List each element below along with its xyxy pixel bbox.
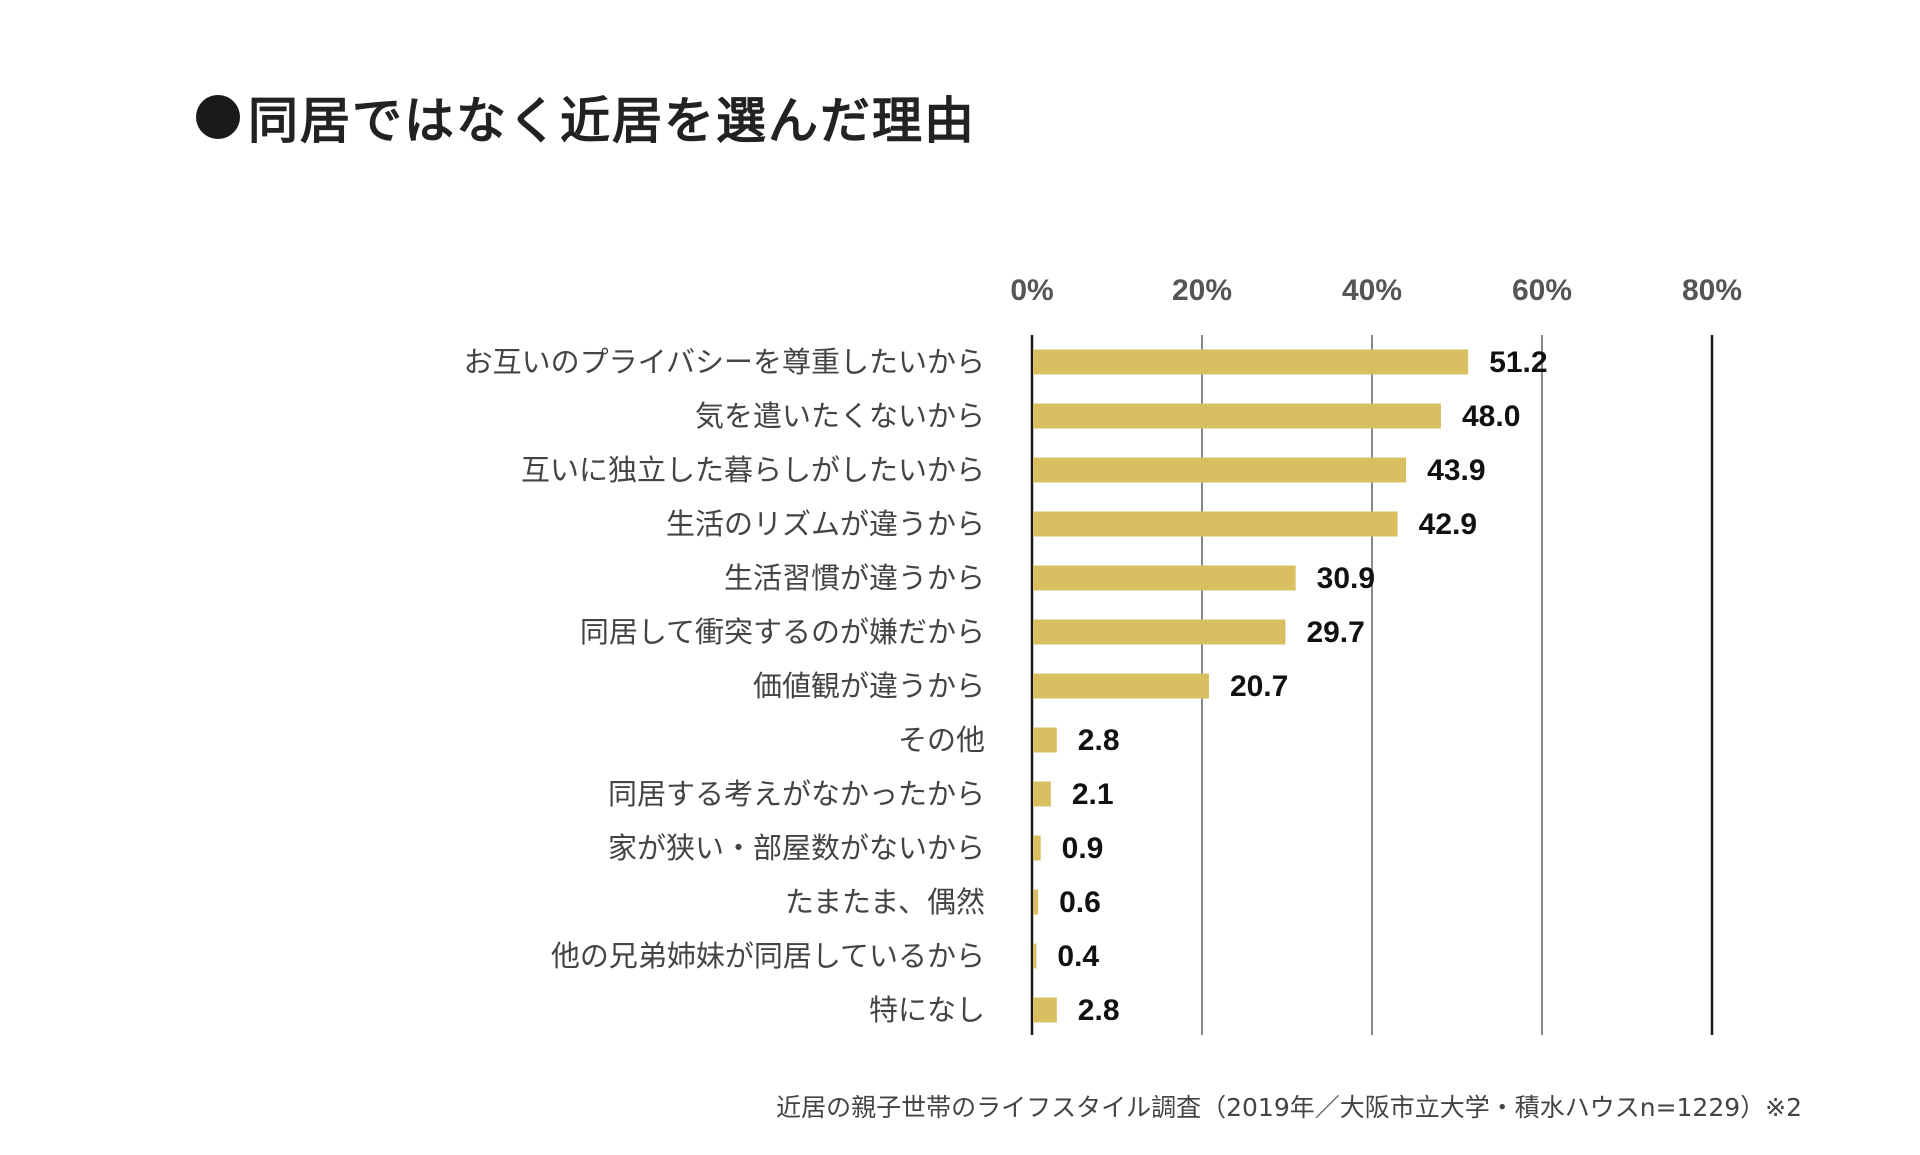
bar: [1033, 727, 1057, 753]
data-label: 0.4: [1057, 940, 1099, 973]
category-label: 気を遣いたくないから: [695, 399, 985, 433]
category-label: 家が狭い・部屋数がないから: [608, 831, 985, 865]
data-label: 43.9: [1427, 454, 1485, 487]
bar: [1033, 565, 1296, 591]
data-label: 20.7: [1230, 670, 1288, 703]
bar: [1033, 403, 1441, 429]
x-tick-label: 0%: [1010, 274, 1053, 307]
data-label: 2.1: [1072, 778, 1114, 811]
bar: [1033, 781, 1051, 807]
data-label: 2.8: [1078, 994, 1120, 1027]
bar: [1033, 835, 1041, 861]
bar: [1033, 511, 1398, 537]
category-label: 生活習慣が違うから: [724, 561, 985, 595]
x-axis-ticks: 0% 20% 40% 60% 80%: [1010, 274, 1742, 307]
bar: [1033, 997, 1057, 1023]
category-label: 他の兄弟姉妹が同居しているから: [551, 939, 985, 973]
title-bullet-icon: [196, 95, 240, 139]
x-tick-label: 80%: [1682, 274, 1742, 307]
bar: [1033, 349, 1469, 375]
bar: [1033, 619, 1286, 645]
category-label: その他: [898, 723, 985, 757]
data-label: 0.6: [1059, 886, 1101, 919]
gridlines: [1030, 335, 1714, 1035]
bars: [1033, 349, 1469, 1023]
bar: [1033, 943, 1037, 969]
data-label: 2.8: [1078, 724, 1120, 757]
category-label: 互いに独立した暮らしがしたいから: [521, 453, 985, 487]
category-label: 同居する考えがなかったから: [608, 777, 985, 811]
category-label: たまたま、偶然: [785, 885, 985, 919]
bar: [1033, 457, 1407, 483]
category-label: 生活のリズムが違うから: [666, 507, 985, 541]
data-label: 30.9: [1317, 562, 1375, 595]
data-label: 29.7: [1306, 616, 1364, 649]
category-label: 同居して衝突するのが嫌だから: [580, 615, 985, 649]
chart-title-text: 同居ではなく近居を選んだ理由: [248, 92, 976, 150]
bar: [1033, 673, 1209, 699]
data-label: 0.9: [1062, 832, 1104, 865]
data-label: 42.9: [1419, 508, 1477, 541]
category-label: 特になし: [869, 993, 985, 1027]
x-tick-label: 40%: [1342, 274, 1402, 307]
value-labels: 51.2 48.0 43.9 42.9 30.9 29.7 20.7 2.8 2.1 0.9 0.6…: [1057, 346, 1547, 1027]
x-tick-label: 60%: [1512, 274, 1572, 307]
data-label: 51.2: [1489, 346, 1547, 379]
bar: [1033, 889, 1039, 915]
chart-title: 同居ではなく近居を選んだ理由: [196, 82, 976, 152]
category-label: お互いのプライバシーを尊重したいから: [464, 345, 985, 379]
category-labels: お互いのプライバシーを尊重したいから気を遣いたくないから互いに独立した暮らしがし…: [464, 345, 985, 1027]
x-tick-label: 20%: [1172, 274, 1232, 307]
chart-source-note: 近居の親子世帯のライフスタイル調査（2019年／大阪市立大学・積水ハウスn=12…: [776, 1093, 1802, 1122]
category-label: 価値観が違うから: [753, 669, 985, 703]
data-label: 48.0: [1462, 400, 1520, 433]
